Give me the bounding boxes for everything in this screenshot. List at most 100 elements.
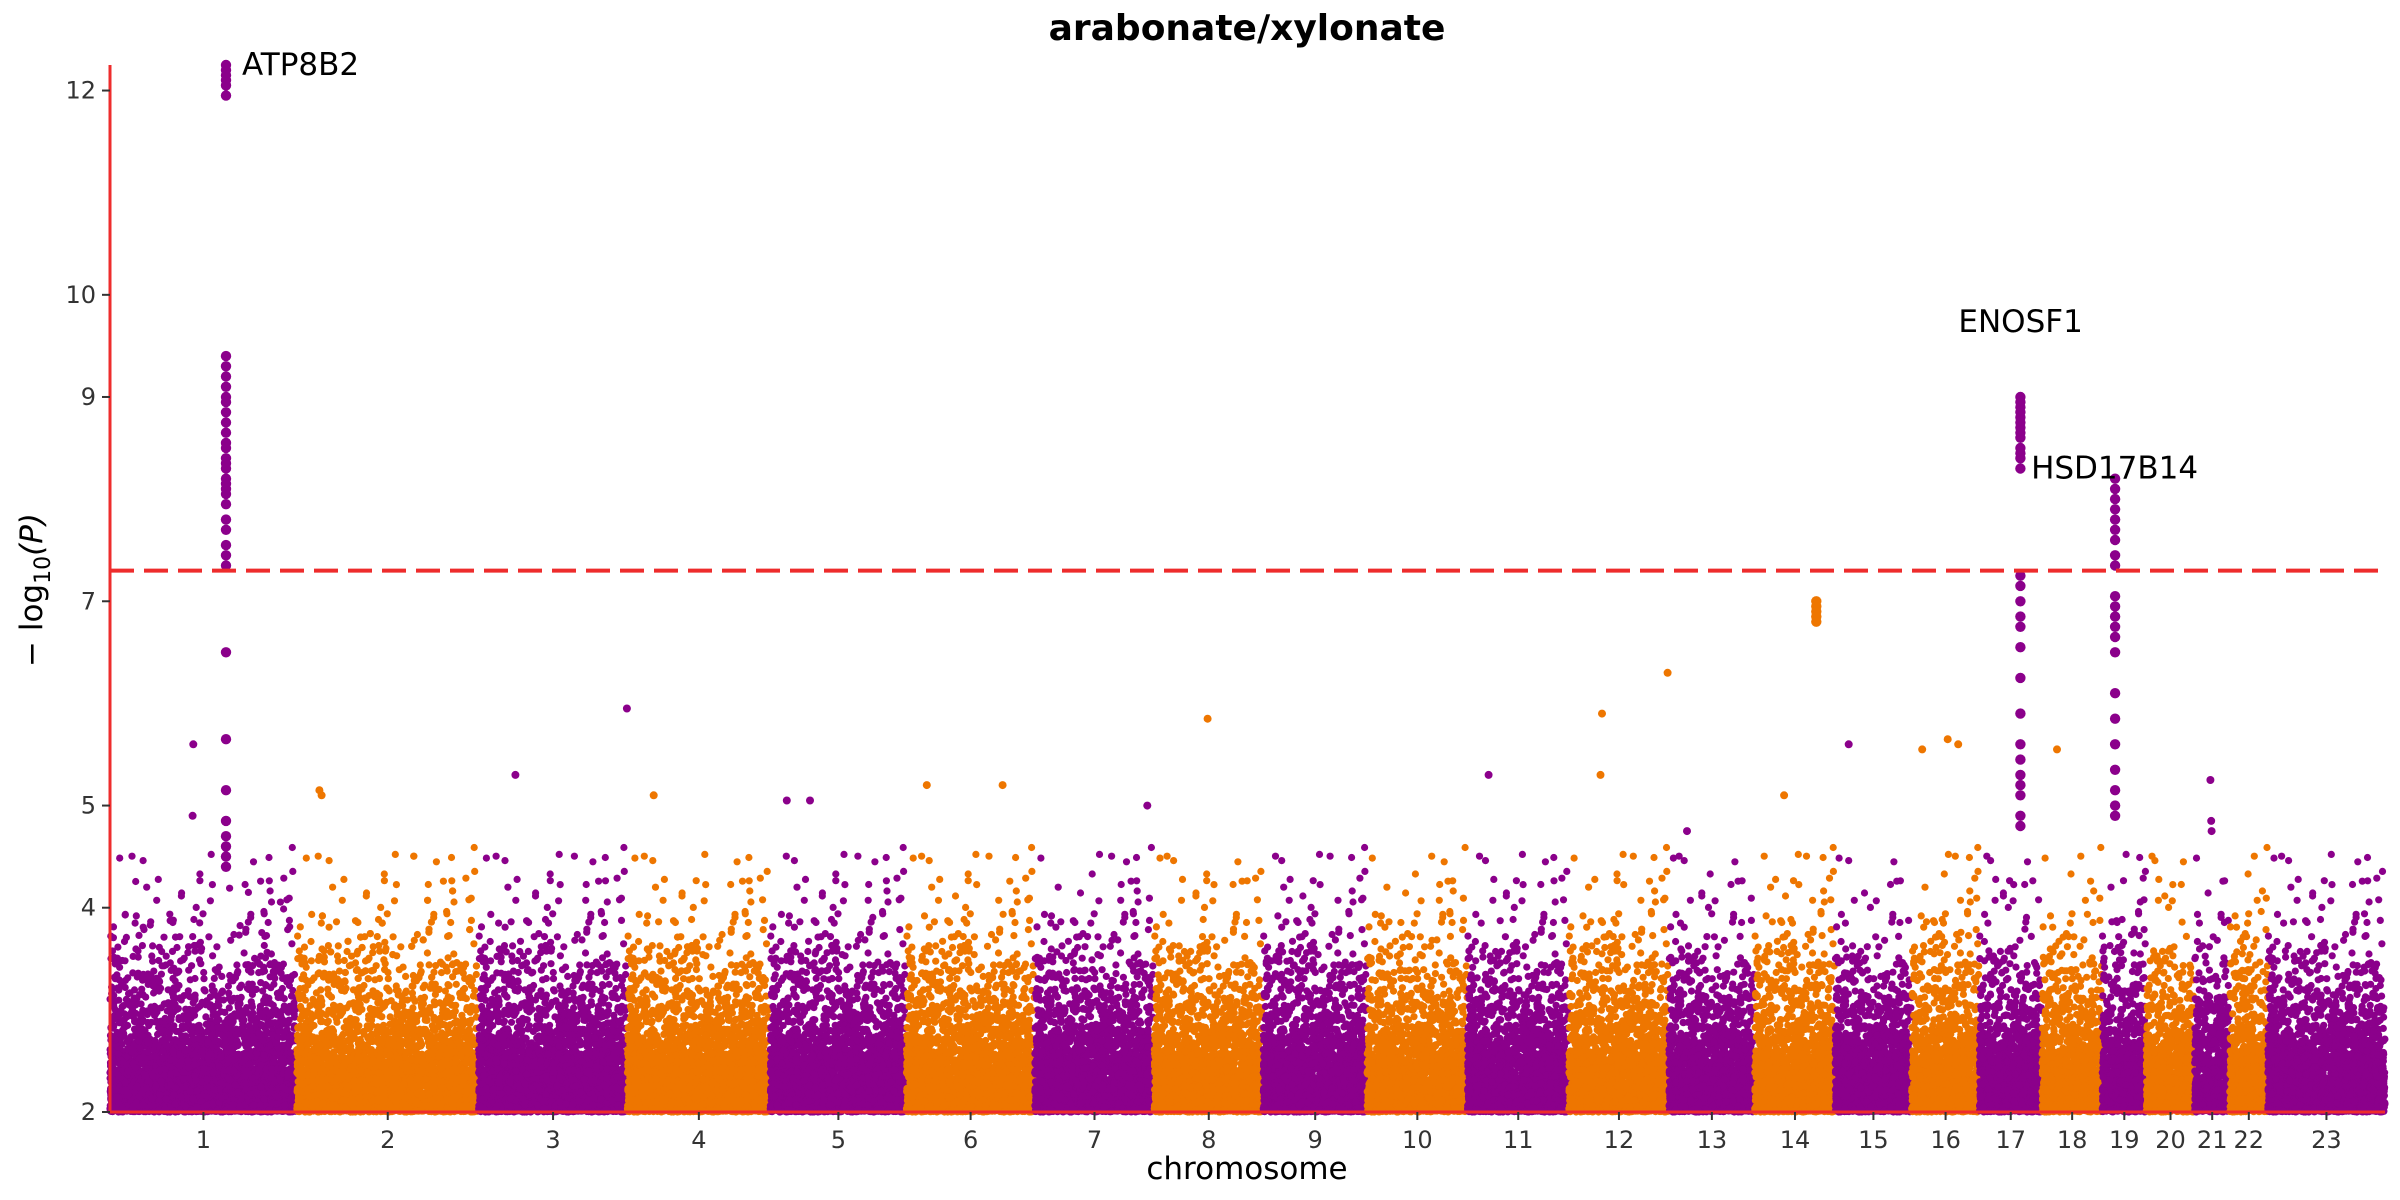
data-point: [275, 994, 282, 1001]
data-point: [226, 885, 233, 892]
data-point: [167, 959, 174, 966]
data-point: [283, 1018, 290, 1025]
data-point: [208, 851, 215, 858]
data-point: [247, 911, 254, 918]
data-point: [144, 1007, 151, 1014]
data-point: [209, 952, 216, 959]
data-point: [193, 904, 200, 911]
data-point: [190, 999, 197, 1006]
data-point: [266, 877, 273, 884]
data-point: [289, 868, 296, 875]
data-point: [268, 950, 275, 957]
data-point: [187, 976, 194, 983]
data-point: [234, 970, 241, 977]
data-point: [267, 887, 274, 894]
data-point: [269, 1019, 276, 1026]
data-point: [200, 975, 207, 982]
data-point: [255, 969, 262, 976]
data-point: [174, 969, 181, 976]
data-point: [161, 1000, 168, 1007]
data-point: [167, 917, 174, 924]
data-point: [121, 957, 128, 964]
data-point: [277, 899, 284, 906]
data-point: [166, 911, 173, 918]
data-point: [261, 910, 268, 917]
data-point: [114, 944, 121, 951]
data-point: [178, 889, 185, 896]
data-point: [227, 937, 234, 944]
data-point: [155, 876, 162, 883]
data-point: [198, 945, 205, 952]
data-point: [123, 996, 130, 1003]
data-point: [207, 897, 214, 904]
data-point: [270, 981, 277, 988]
data-point: [253, 986, 260, 993]
data-point: [217, 1080, 224, 1087]
data-point: [265, 919, 272, 926]
data-point: [242, 881, 249, 888]
chromosome-1-points: [106, 844, 300, 1116]
data-point: [213, 943, 220, 950]
data-point: [116, 976, 123, 983]
data-point: [147, 918, 154, 925]
data-point: [132, 878, 139, 885]
data-point: [121, 938, 128, 945]
data-point: [132, 920, 139, 927]
data-point: [242, 961, 249, 968]
data-point: [197, 960, 204, 967]
data-point: [196, 877, 203, 884]
data-point: [176, 933, 183, 940]
data-point: [190, 916, 197, 923]
data-point: [139, 1026, 146, 1033]
data-point: [276, 1012, 283, 1019]
data-point: [197, 939, 204, 946]
data-point: [156, 988, 163, 995]
data-point: [255, 1029, 262, 1036]
data-point: [169, 948, 176, 955]
data-point: [242, 926, 249, 933]
data-points: [106, 60, 2388, 1116]
data-point: [261, 933, 268, 940]
data-point: [268, 898, 275, 905]
data-point: [265, 854, 272, 861]
data-point: [158, 971, 165, 978]
data-point: [181, 955, 188, 962]
data-point: [140, 857, 147, 864]
data-point: [163, 953, 170, 960]
data-point: [185, 967, 192, 974]
data-point: [156, 977, 163, 984]
data-point: [245, 889, 252, 896]
data-point: [284, 926, 291, 933]
data-point: [186, 993, 193, 1000]
data-point: [122, 911, 129, 918]
data-point: [250, 858, 257, 865]
data-point: [135, 932, 142, 939]
chart-title: arabonate/xylonate: [1049, 8, 1446, 49]
data-point: [202, 1013, 209, 1020]
data-point: [128, 853, 135, 860]
data-point: [218, 973, 225, 980]
data-point: [286, 917, 293, 924]
data-point: [192, 948, 199, 955]
data-point: [211, 975, 218, 982]
data-point: [132, 1030, 139, 1037]
data-point: [247, 969, 254, 976]
data-point: [209, 881, 216, 888]
data-point: [244, 985, 251, 992]
data-point: [160, 962, 167, 969]
data-point: [280, 875, 287, 882]
data-point: [153, 897, 160, 904]
data-point: [160, 934, 167, 941]
data-point: [133, 912, 140, 919]
data-point: [267, 960, 274, 967]
data-point: [280, 905, 287, 912]
data-point: [148, 952, 155, 959]
data-point: [143, 884, 150, 891]
data-point: [129, 1012, 136, 1019]
data-point: [189, 1006, 196, 1013]
data-point: [241, 949, 248, 956]
data-point: [201, 986, 208, 993]
data-point: [244, 1032, 251, 1039]
